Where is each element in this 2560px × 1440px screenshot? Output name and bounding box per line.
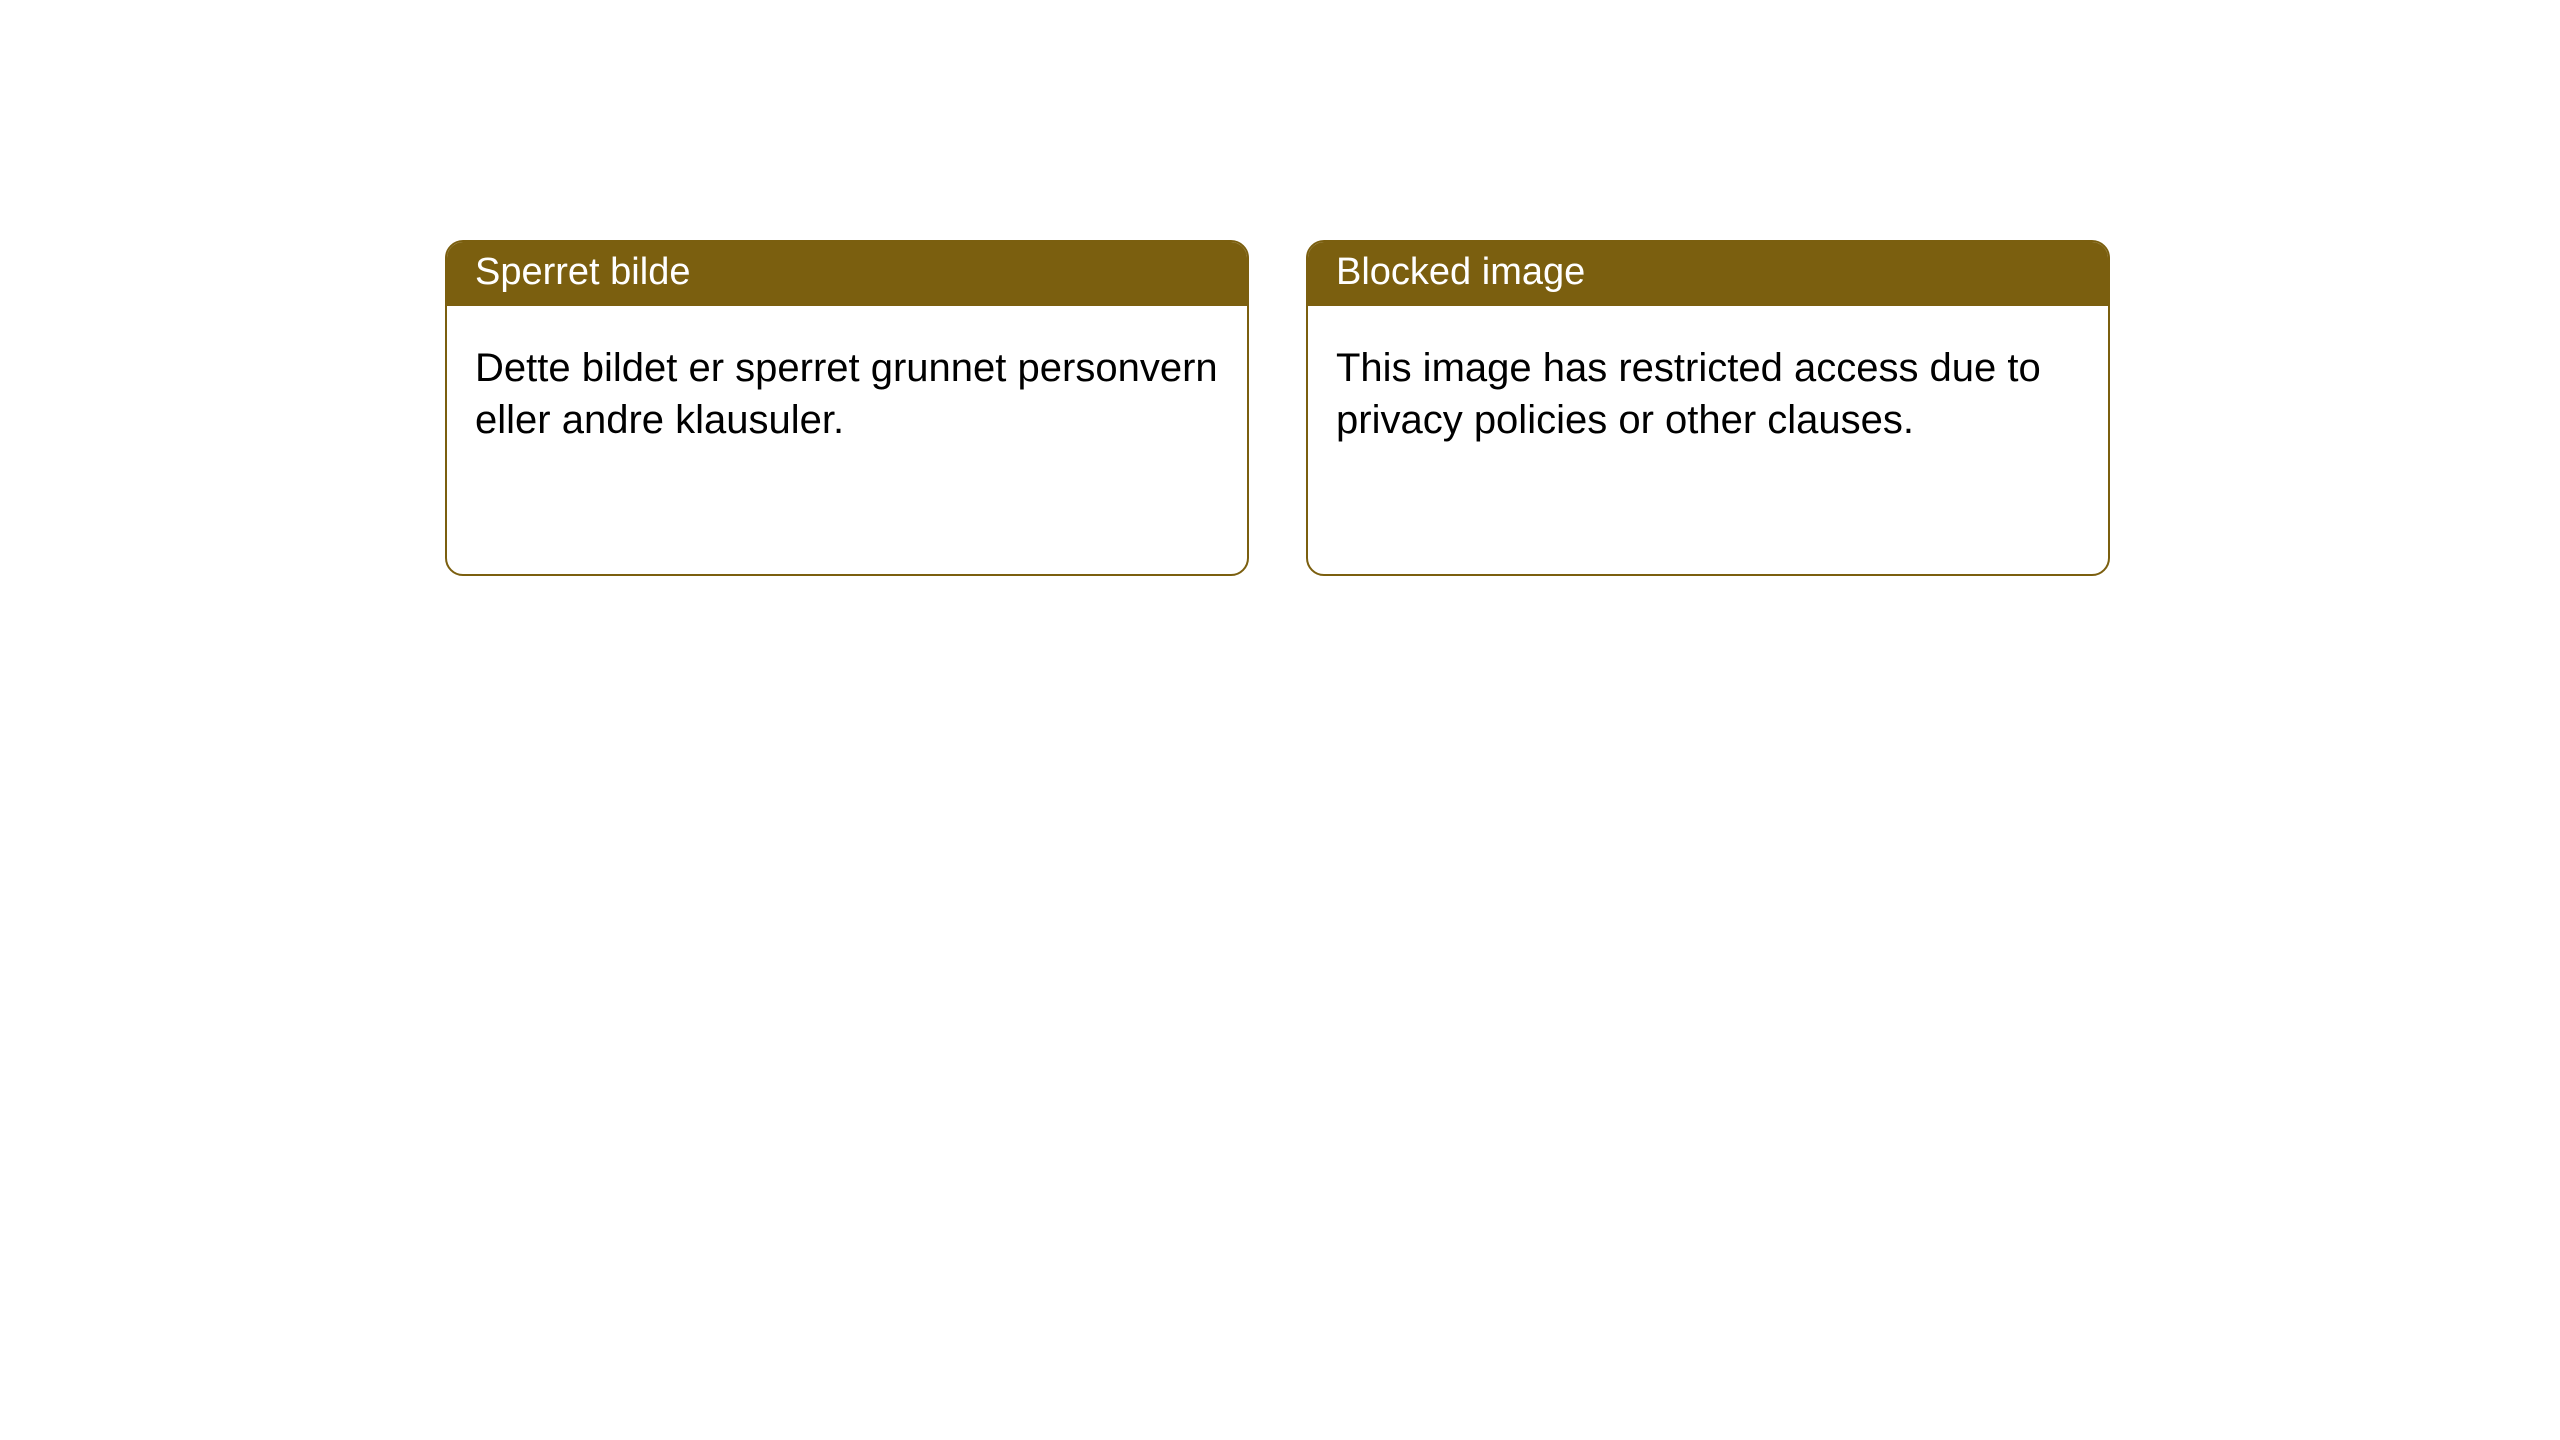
notice-title-norwegian: Sperret bilde bbox=[447, 242, 1247, 306]
notice-title-english: Blocked image bbox=[1308, 242, 2108, 306]
notice-card-english: Blocked image This image has restricted … bbox=[1306, 240, 2110, 576]
notice-body-english: This image has restricted access due to … bbox=[1308, 306, 2108, 482]
notice-body-norwegian: Dette bildet er sperret grunnet personve… bbox=[447, 306, 1247, 482]
notice-card-norwegian: Sperret bilde Dette bildet er sperret gr… bbox=[445, 240, 1249, 576]
notice-container: Sperret bilde Dette bildet er sperret gr… bbox=[0, 0, 2560, 576]
